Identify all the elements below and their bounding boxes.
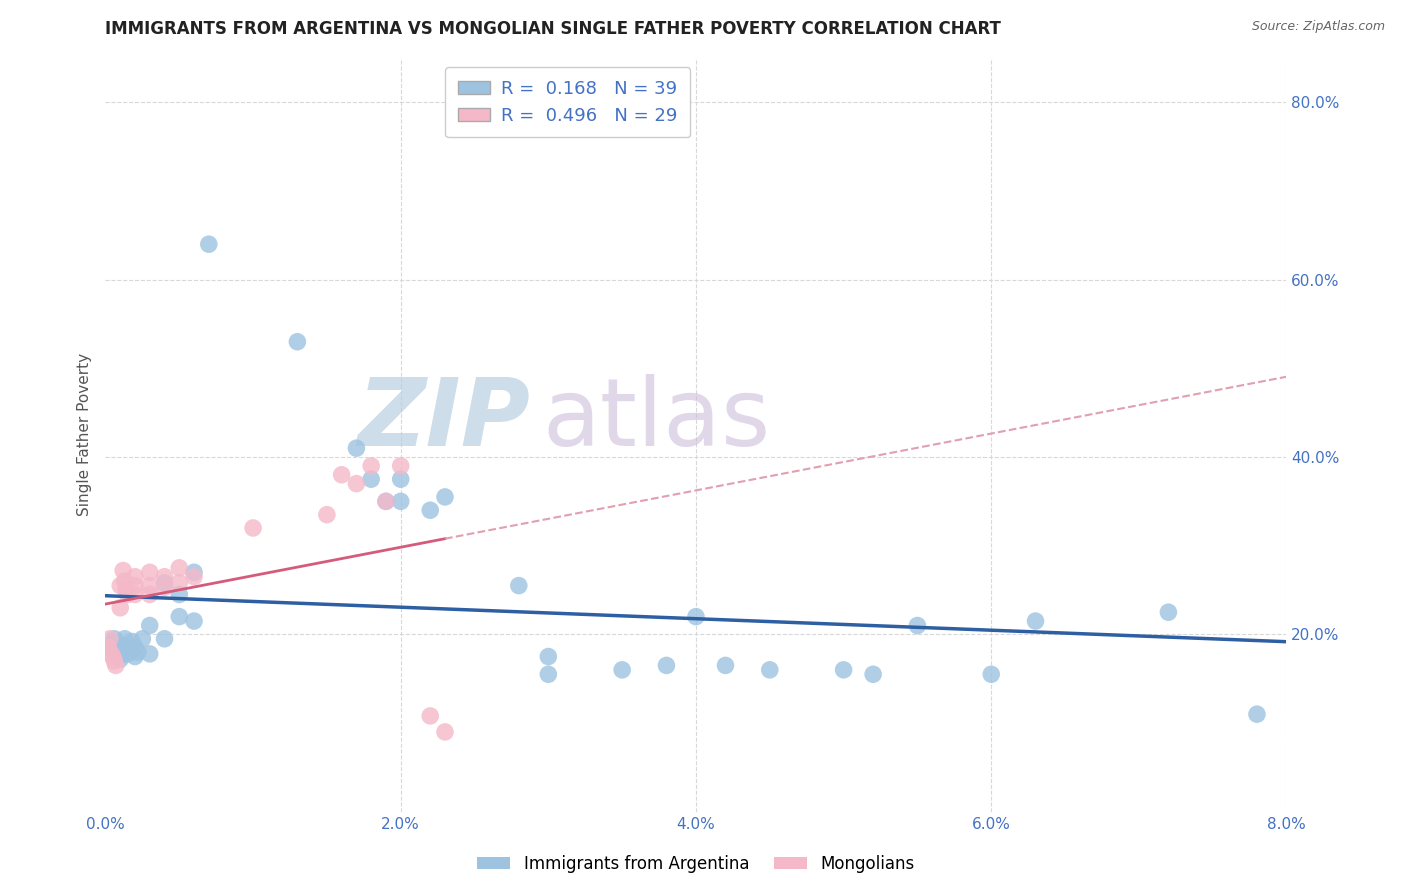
Point [124,649,146,664]
Point [758,663,780,677]
Point [110,578,132,592]
Point [124,570,146,584]
Text: IMMIGRANTS FROM ARGENTINA VS MONGOLIAN SINGLE FATHER POVERTY CORRELATION CHART: IMMIGRANTS FROM ARGENTINA VS MONGOLIAN S… [105,20,1001,37]
Point [124,640,146,655]
Text: atlas: atlas [543,374,770,466]
Point [124,578,146,592]
Point [124,587,146,601]
Text: Source: ZipAtlas.com: Source: ZipAtlas.com [1251,20,1385,33]
Point [105,647,128,661]
Point [138,587,162,601]
Point [118,642,141,657]
Point [112,564,135,578]
Point [104,658,127,673]
Point [537,667,560,681]
Point [537,649,560,664]
Point [103,632,125,646]
Point [114,574,136,589]
Point [374,494,396,508]
Point [315,508,337,522]
Point [153,570,176,584]
Point [131,632,153,646]
Legend: R =  0.168   N = 39, R =  0.496   N = 29: R = 0.168 N = 39, R = 0.496 N = 29 [446,67,690,137]
Point [419,503,441,517]
Point [110,600,132,615]
Point [169,587,191,601]
Point [153,576,176,591]
Point [153,632,176,646]
Point [107,649,129,664]
Point [98,632,121,646]
Point [153,580,176,594]
Point [138,618,162,632]
Point [389,472,412,486]
Point [360,458,382,473]
Point [101,649,124,664]
Point [360,472,382,486]
Point [389,494,412,508]
Y-axis label: Single Father Poverty: Single Father Poverty [77,353,93,516]
Point [127,645,149,659]
Point [183,566,205,580]
Point [121,634,143,648]
Point [905,618,928,632]
Point [862,667,884,681]
Point [97,640,120,655]
Point [138,647,162,661]
Point [104,645,127,659]
Point [115,582,138,597]
Text: ZIP: ZIP [357,374,530,466]
Point [101,636,124,650]
Point [330,467,353,482]
Point [110,652,132,666]
Point [1157,605,1180,619]
Point [714,658,737,673]
Point [242,521,264,535]
Point [344,441,367,455]
Point [103,654,125,668]
Point [110,642,132,657]
Point [117,647,139,661]
Point [117,587,139,601]
Point [980,667,1002,681]
Point [1024,614,1046,628]
Point [374,494,396,508]
Point [100,647,122,661]
Point [1246,707,1268,722]
Point [508,578,530,592]
Point [138,578,162,592]
Point [287,334,309,349]
Point [112,638,135,652]
Point [169,561,191,575]
Point [98,640,121,655]
Point [344,476,367,491]
Point [433,725,456,739]
Point [183,614,205,628]
Legend: Immigrants from Argentina, Mongolians: Immigrants from Argentina, Mongolians [470,848,922,880]
Point [114,632,136,646]
Point [685,609,707,624]
Point [610,663,633,677]
Point [655,658,678,673]
Point [183,570,205,584]
Point [419,709,441,723]
Point [169,609,191,624]
Point [138,566,162,580]
Point [197,237,219,252]
Point [389,458,412,473]
Point [169,576,191,591]
Point [433,490,456,504]
Point [832,663,855,677]
